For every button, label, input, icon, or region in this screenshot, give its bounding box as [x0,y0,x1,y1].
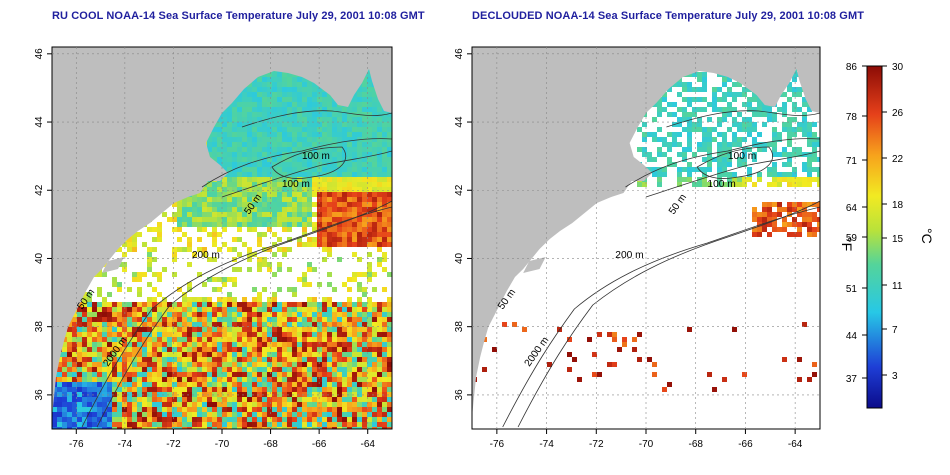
y-tick-label: 46 [454,48,465,60]
x-tick-label: -76 [69,439,84,450]
contour-label: 200 m [615,250,643,261]
celsius-tick-label: 3 [892,371,898,382]
right-x-axis: -76 -74 -72 -70 -68 -66 -64 [490,429,803,450]
contour-label: 100 m [728,151,756,162]
x-tick-label: -64 [360,439,375,450]
celsius-tick-label: 11 [892,281,903,292]
fahrenheit-tick-label: 64 [846,203,858,214]
right-bathymetry-contours [502,110,820,428]
y-tick-label: 42 [454,184,465,196]
fahrenheit-tick-label: 51 [846,284,858,295]
x-tick-label: -70 [639,439,654,450]
fahrenheit-tick-label: 37 [846,374,858,385]
y-tick-label: 36 [34,389,45,401]
x-tick-label: -72 [589,439,604,450]
left-y-axis: 36 38 40 42 44 46 [34,48,52,401]
celsius-tick-label: 26 [892,108,904,119]
left-gridlines [52,47,392,429]
x-tick-label: -64 [788,439,803,450]
left-bathymetry-contours [81,110,392,428]
x-tick-label: -76 [490,439,505,450]
y-tick-label: 44 [34,116,45,128]
celsius-tick-label: 22 [892,154,904,165]
x-tick-label: -66 [738,439,753,450]
celsius-tick-label: 18 [892,200,904,211]
y-tick-label: 40 [454,252,465,264]
celsius-unit-label: °C [919,228,935,244]
colorbar-celsius-ticks: 30 26 22 18 15 11 7 3 [882,62,904,382]
fahrenheit-tick-label: 59 [846,233,858,244]
celsius-tick-label: 7 [892,325,898,336]
left-x-axis: -76 -74 -72 -70 -68 -66 -64 [69,429,375,450]
fahrenheit-tick-label: 78 [846,112,858,123]
y-tick-label: 44 [454,116,465,128]
colorbar-fahrenheit-ticks: 86 78 71 64 59 51 44 37 [846,62,867,385]
x-tick-label: -74 [539,439,554,450]
x-tick-label: -66 [312,439,327,450]
contour-label: 100 m [302,151,330,162]
celsius-tick-label: 15 [892,234,904,245]
y-tick-label: 42 [34,184,45,196]
x-tick-label: -74 [118,439,133,450]
contour-label: 100 m [707,179,735,190]
fahrenheit-unit-label: °F [839,237,855,251]
celsius-tick-label: 30 [892,62,904,73]
contour-label: 200 m [192,250,220,261]
x-tick-label: -68 [688,439,703,450]
right-y-axis: 36 38 40 42 44 46 [454,48,472,401]
x-tick-label: -68 [263,439,278,450]
x-tick-label: -70 [215,439,230,450]
y-tick-label: 40 [34,252,45,264]
left-map-title: RU COOL NOAA-14 Sea Surface Temperature … [52,10,425,22]
right-gridlines [472,47,820,429]
y-tick-label: 38 [34,321,45,333]
x-tick-label: -72 [166,439,181,450]
right-map-title: DECLOUDED NOAA-14 Sea Surface Temperatur… [472,10,865,22]
y-tick-label: 46 [34,48,45,60]
y-tick-label: 38 [454,321,465,333]
fahrenheit-tick-label: 86 [846,62,858,73]
contour-label: 100 m [282,179,310,190]
temperature-colorbar: 86 78 71 64 59 51 44 37 30 26 22 18 15 11 7 3 °F °C [839,62,935,409]
y-tick-label: 36 [454,389,465,401]
fahrenheit-tick-label: 44 [846,331,858,342]
fahrenheit-tick-label: 71 [846,156,858,167]
